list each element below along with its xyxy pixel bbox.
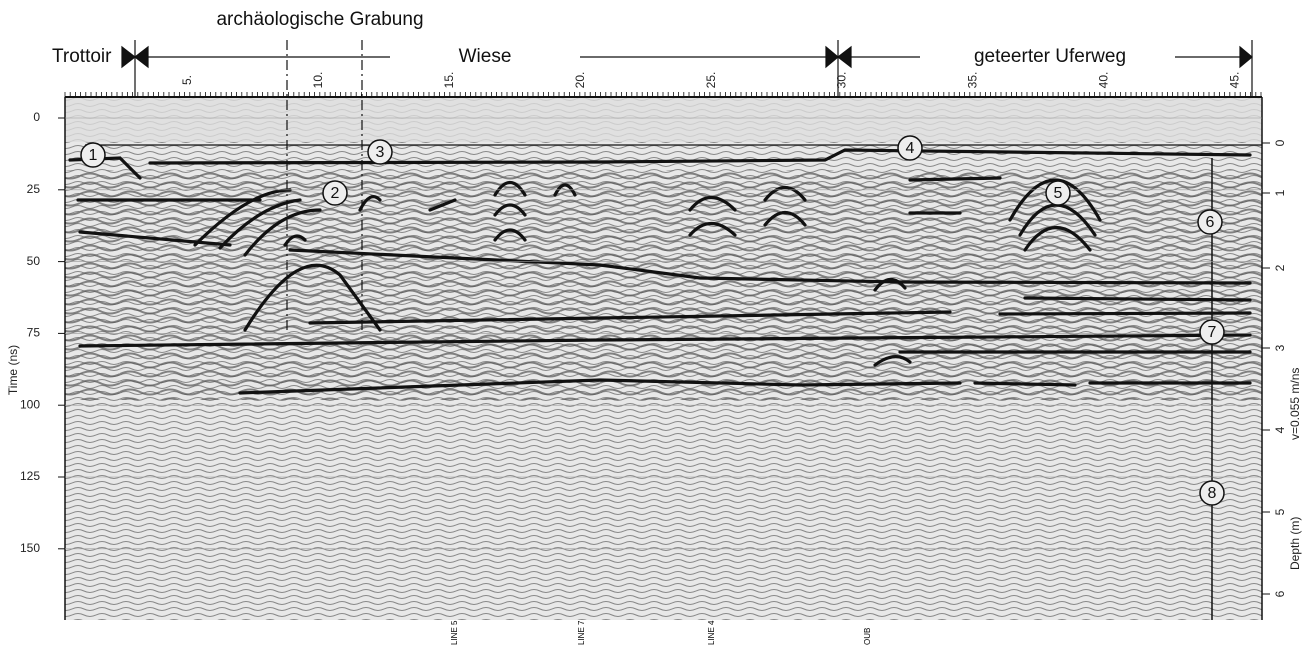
right-tick-label: 4	[1273, 426, 1287, 433]
marker-label: 1	[89, 147, 98, 164]
right-tick-label: 5	[1273, 508, 1287, 515]
line-label: LINE 5	[450, 620, 459, 645]
left-tick-label: 0	[33, 110, 40, 124]
zone-label: geteerter Uferweg	[974, 46, 1126, 67]
left-tick-label: 150	[20, 541, 40, 555]
marker-label: 3	[376, 144, 385, 161]
right-tick-label: 6	[1273, 590, 1287, 597]
marker-circle	[897, 135, 923, 161]
top-tick-label: 10.	[311, 72, 325, 89]
right-tick-label: 0	[1273, 139, 1287, 146]
velocity-label: v=0.055 m/ns	[1288, 368, 1302, 440]
marker-circle	[367, 139, 393, 165]
interpretation-lines	[68, 148, 1252, 620]
right-tick-label: 3	[1273, 344, 1287, 351]
left-tick-label: 125	[20, 469, 40, 483]
marker-label: 7	[1208, 324, 1217, 341]
right-tick-label: 2	[1273, 264, 1287, 271]
marker-label: 4	[906, 140, 915, 157]
marker-label: 6	[1206, 214, 1215, 231]
marker-label: 2	[331, 185, 340, 202]
top-tick-label: 20.	[573, 72, 587, 89]
radargram-direct-wave	[65, 97, 1262, 142]
top-tick-label: 15.	[442, 72, 456, 89]
top-tick-label: 30.	[835, 72, 849, 89]
left-tick-label: 100	[20, 397, 40, 411]
marker-circle	[80, 142, 106, 168]
excavation-label: archäologische Grabung	[216, 9, 423, 30]
left-tick-label: 75	[27, 326, 41, 340]
line-label: LINE 7	[577, 620, 586, 645]
marker-circle	[1199, 480, 1225, 506]
top-tick-label: 40.	[1096, 72, 1110, 89]
top-tick-label: 5.	[180, 75, 194, 85]
marker-label: 8	[1208, 485, 1217, 502]
radargram-strong-texture	[65, 170, 1262, 400]
right-axis-label: Depth (m)	[1288, 517, 1302, 570]
marker-circle	[1199, 319, 1225, 345]
left-tick-label: 50	[27, 254, 41, 268]
line-label: LINE 4	[707, 620, 716, 645]
marker-circle	[322, 180, 348, 206]
zone-label: Trottoir	[52, 46, 112, 67]
marker-circle	[1045, 180, 1071, 206]
top-tick-label: 45.	[1227, 72, 1241, 89]
zone-label: Wiese	[459, 46, 512, 67]
top-tick-label: 25.	[704, 72, 718, 89]
left-axis-label: Time (ns)	[6, 345, 20, 395]
line-label: OUB	[863, 628, 872, 645]
right-tick-label: 1	[1273, 189, 1287, 196]
marker-label: 5	[1054, 185, 1063, 202]
left-tick-label: 25	[27, 182, 41, 196]
zone-arrows	[121, 40, 1253, 330]
marker-circle	[1197, 209, 1223, 235]
top-tick-label: 35.	[966, 72, 980, 89]
